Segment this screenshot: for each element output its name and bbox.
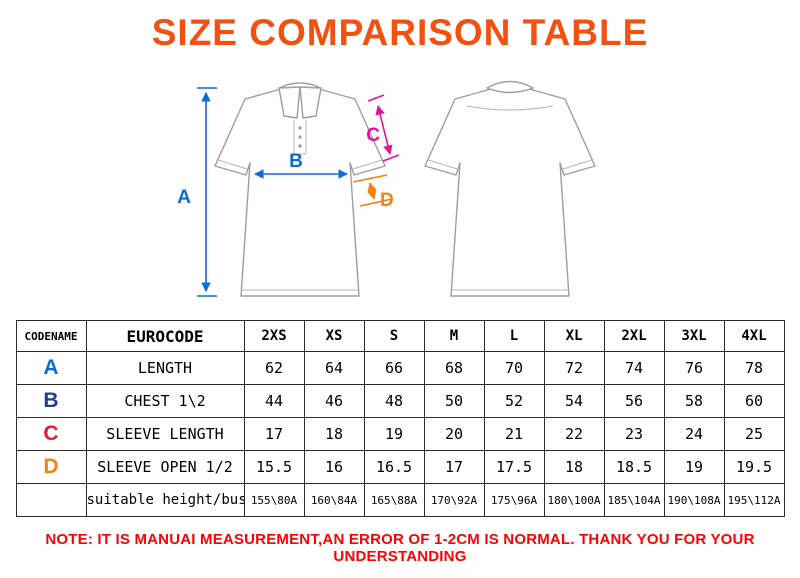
table-row: A LENGTH 62 64 66 68 70 72 74 76 78 bbox=[15, 351, 785, 385]
value-cell: 17 bbox=[243, 417, 305, 451]
value-cell: 20 bbox=[423, 417, 485, 451]
value-cell: 68 bbox=[423, 351, 485, 385]
collar-left-flap bbox=[278, 86, 301, 119]
button-icon bbox=[298, 126, 302, 130]
length-measure-arrow bbox=[197, 87, 217, 297]
value-cell: 16 bbox=[303, 450, 365, 484]
name-cell: SLEEVE OPEN 1/2 bbox=[85, 450, 245, 484]
value-cell: 72 bbox=[543, 351, 605, 385]
collar-right-flap bbox=[299, 86, 322, 119]
col-header: L bbox=[483, 320, 545, 352]
col-header: 2XS bbox=[243, 320, 305, 352]
value-cell: 46 bbox=[303, 384, 365, 418]
name-cell: SLEEVE LENGTH bbox=[85, 417, 245, 451]
code-cell: D bbox=[15, 450, 87, 484]
label-a: A bbox=[177, 187, 191, 208]
value-cell: 18.5 bbox=[603, 450, 665, 484]
value-cell: 17 bbox=[423, 450, 485, 484]
value-cell: 19 bbox=[363, 417, 425, 451]
size-table: CODENAME EUROCODE 2XS XS S M L XL 2XL 3X… bbox=[15, 320, 785, 517]
col-header: EUROCODE bbox=[85, 320, 245, 352]
value-cell: 23 bbox=[603, 417, 665, 451]
value-cell: 50 bbox=[423, 384, 485, 418]
col-header: 3XL bbox=[663, 320, 725, 352]
header-row: CODENAME EUROCODE 2XS XS S M L XL 2XL 3X… bbox=[15, 320, 785, 352]
sleeve-length-arrow bbox=[367, 94, 400, 162]
value-cell: 70 bbox=[483, 351, 545, 385]
table-row: B CHEST 1\2 44 46 48 50 52 54 56 58 60 bbox=[15, 384, 785, 418]
col-header: XS bbox=[303, 320, 365, 352]
value-cell: 19.5 bbox=[723, 450, 785, 484]
button-icon bbox=[298, 144, 302, 148]
value-cell: 74 bbox=[603, 351, 665, 385]
value-cell: 78 bbox=[723, 351, 785, 385]
col-header: M bbox=[423, 320, 485, 352]
value-cell: 22 bbox=[543, 417, 605, 451]
page-title: SIZE COMPARISON TABLE bbox=[151, 12, 649, 53]
table-row: C SLEEVE LENGTH 17 18 19 20 21 22 23 24 … bbox=[15, 417, 785, 451]
value-cell: 185\104A bbox=[603, 483, 665, 517]
value-cell: 180\100A bbox=[543, 483, 605, 517]
button-icon bbox=[298, 135, 302, 139]
code-cell bbox=[15, 483, 87, 517]
label-d: D bbox=[380, 190, 394, 211]
value-cell: 52 bbox=[483, 384, 545, 418]
value-cell: 190\108A bbox=[663, 483, 725, 517]
col-header: 4XL bbox=[723, 320, 785, 352]
value-cell: 170\92A bbox=[423, 483, 485, 517]
name-cell: CHEST 1\2 bbox=[85, 384, 245, 418]
value-cell: 56 bbox=[603, 384, 665, 418]
value-cell: 18 bbox=[543, 450, 605, 484]
polo-back-drawing bbox=[424, 80, 596, 297]
table-row: suitable height/bust 155\80A 160\84A 165… bbox=[15, 483, 785, 517]
polo-front-drawing bbox=[214, 82, 386, 297]
col-header: S bbox=[363, 320, 425, 352]
measurement-diagram: A B C D bbox=[177, 80, 596, 297]
code-cell: A bbox=[15, 351, 87, 385]
value-cell: 195\112A bbox=[723, 483, 785, 517]
value-cell: 48 bbox=[363, 384, 425, 418]
code-cell: C bbox=[15, 417, 87, 451]
value-cell: 62 bbox=[243, 351, 305, 385]
value-cell: 17.5 bbox=[483, 450, 545, 484]
col-header: XL bbox=[543, 320, 605, 352]
value-cell: 165\88A bbox=[363, 483, 425, 517]
col-header: 2XL bbox=[603, 320, 665, 352]
value-cell: 54 bbox=[543, 384, 605, 418]
value-cell: 155\80A bbox=[243, 483, 305, 517]
value-cell: 25 bbox=[723, 417, 785, 451]
back-collar bbox=[486, 80, 534, 94]
value-cell: 66 bbox=[363, 351, 425, 385]
name-cell: suitable height/bust bbox=[85, 483, 245, 517]
label-c: C bbox=[366, 125, 380, 146]
name-cell: LENGTH bbox=[85, 351, 245, 385]
placket bbox=[293, 120, 307, 155]
value-cell: 19 bbox=[663, 450, 725, 484]
table-row: D SLEEVE OPEN 1/2 15.5 16 16.5 17 17.5 1… bbox=[15, 450, 785, 484]
value-cell: 21 bbox=[483, 417, 545, 451]
value-cell: 58 bbox=[663, 384, 725, 418]
measurement-note: NOTE: IT IS MANUAI MEASUREMENT,AN ERROR … bbox=[45, 531, 755, 565]
value-cell: 18 bbox=[303, 417, 365, 451]
value-cell: 160\84A bbox=[303, 483, 365, 517]
col-header: CODENAME bbox=[15, 320, 87, 352]
value-cell: 76 bbox=[663, 351, 725, 385]
value-cell: 15.5 bbox=[243, 450, 305, 484]
value-cell: 175\96A bbox=[483, 483, 545, 517]
value-cell: 16.5 bbox=[363, 450, 425, 484]
value-cell: 60 bbox=[723, 384, 785, 418]
value-cell: 64 bbox=[303, 351, 365, 385]
value-cell: 44 bbox=[243, 384, 305, 418]
value-cell: 24 bbox=[663, 417, 725, 451]
sleeve-open-arrow bbox=[352, 174, 393, 207]
code-cell: B bbox=[15, 384, 87, 418]
label-b: B bbox=[289, 151, 303, 172]
